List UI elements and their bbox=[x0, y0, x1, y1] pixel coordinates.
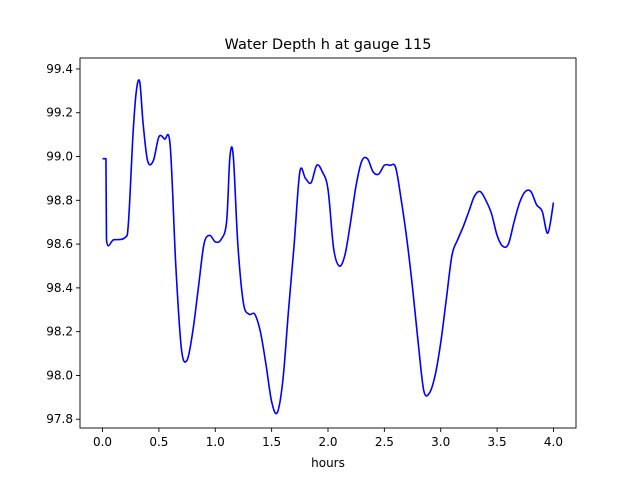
y-tick-label: 98.2 bbox=[46, 325, 73, 339]
y-tick-label: 98.8 bbox=[46, 193, 73, 207]
chart-title: Water Depth h at gauge 115 bbox=[225, 37, 432, 53]
y-tick-label: 99.4 bbox=[46, 62, 73, 76]
x-tick-label: 3.5 bbox=[488, 435, 507, 449]
y-tick-label: 99.2 bbox=[46, 106, 73, 120]
y-tick-label: 99.0 bbox=[46, 150, 73, 164]
x-tick-label: 3.0 bbox=[431, 435, 450, 449]
x-axis-title: hours bbox=[311, 456, 345, 470]
y-axis-ticks: 97.8 98.0 98.2 98.4 98.6 98.8 99.0 99.2 99.4 bbox=[46, 62, 80, 426]
x-tick-label: 0.0 bbox=[93, 435, 112, 449]
series-layer bbox=[102, 79, 555, 415]
x-tick-label: 2.0 bbox=[318, 435, 337, 449]
x-tick-label: 0.5 bbox=[149, 435, 168, 449]
plot-area-frame bbox=[79, 57, 577, 429]
y-tick-label: 98.0 bbox=[46, 368, 73, 382]
x-axis-ticks: 0.0 0.5 1.0 1.5 2.0 2.5 3.0 3.5 4.0 bbox=[93, 428, 563, 449]
y-tick-label: 97.8 bbox=[46, 412, 73, 426]
x-tick-label: 1.0 bbox=[206, 435, 225, 449]
y-tick-label: 98.4 bbox=[46, 281, 73, 295]
series-line-0 bbox=[102, 79, 555, 415]
x-tick-label: 1.5 bbox=[262, 435, 281, 449]
x-tick-label: 2.5 bbox=[375, 435, 394, 449]
x-tick-label: 4.0 bbox=[544, 435, 563, 449]
y-tick-label: 98.6 bbox=[46, 237, 73, 251]
